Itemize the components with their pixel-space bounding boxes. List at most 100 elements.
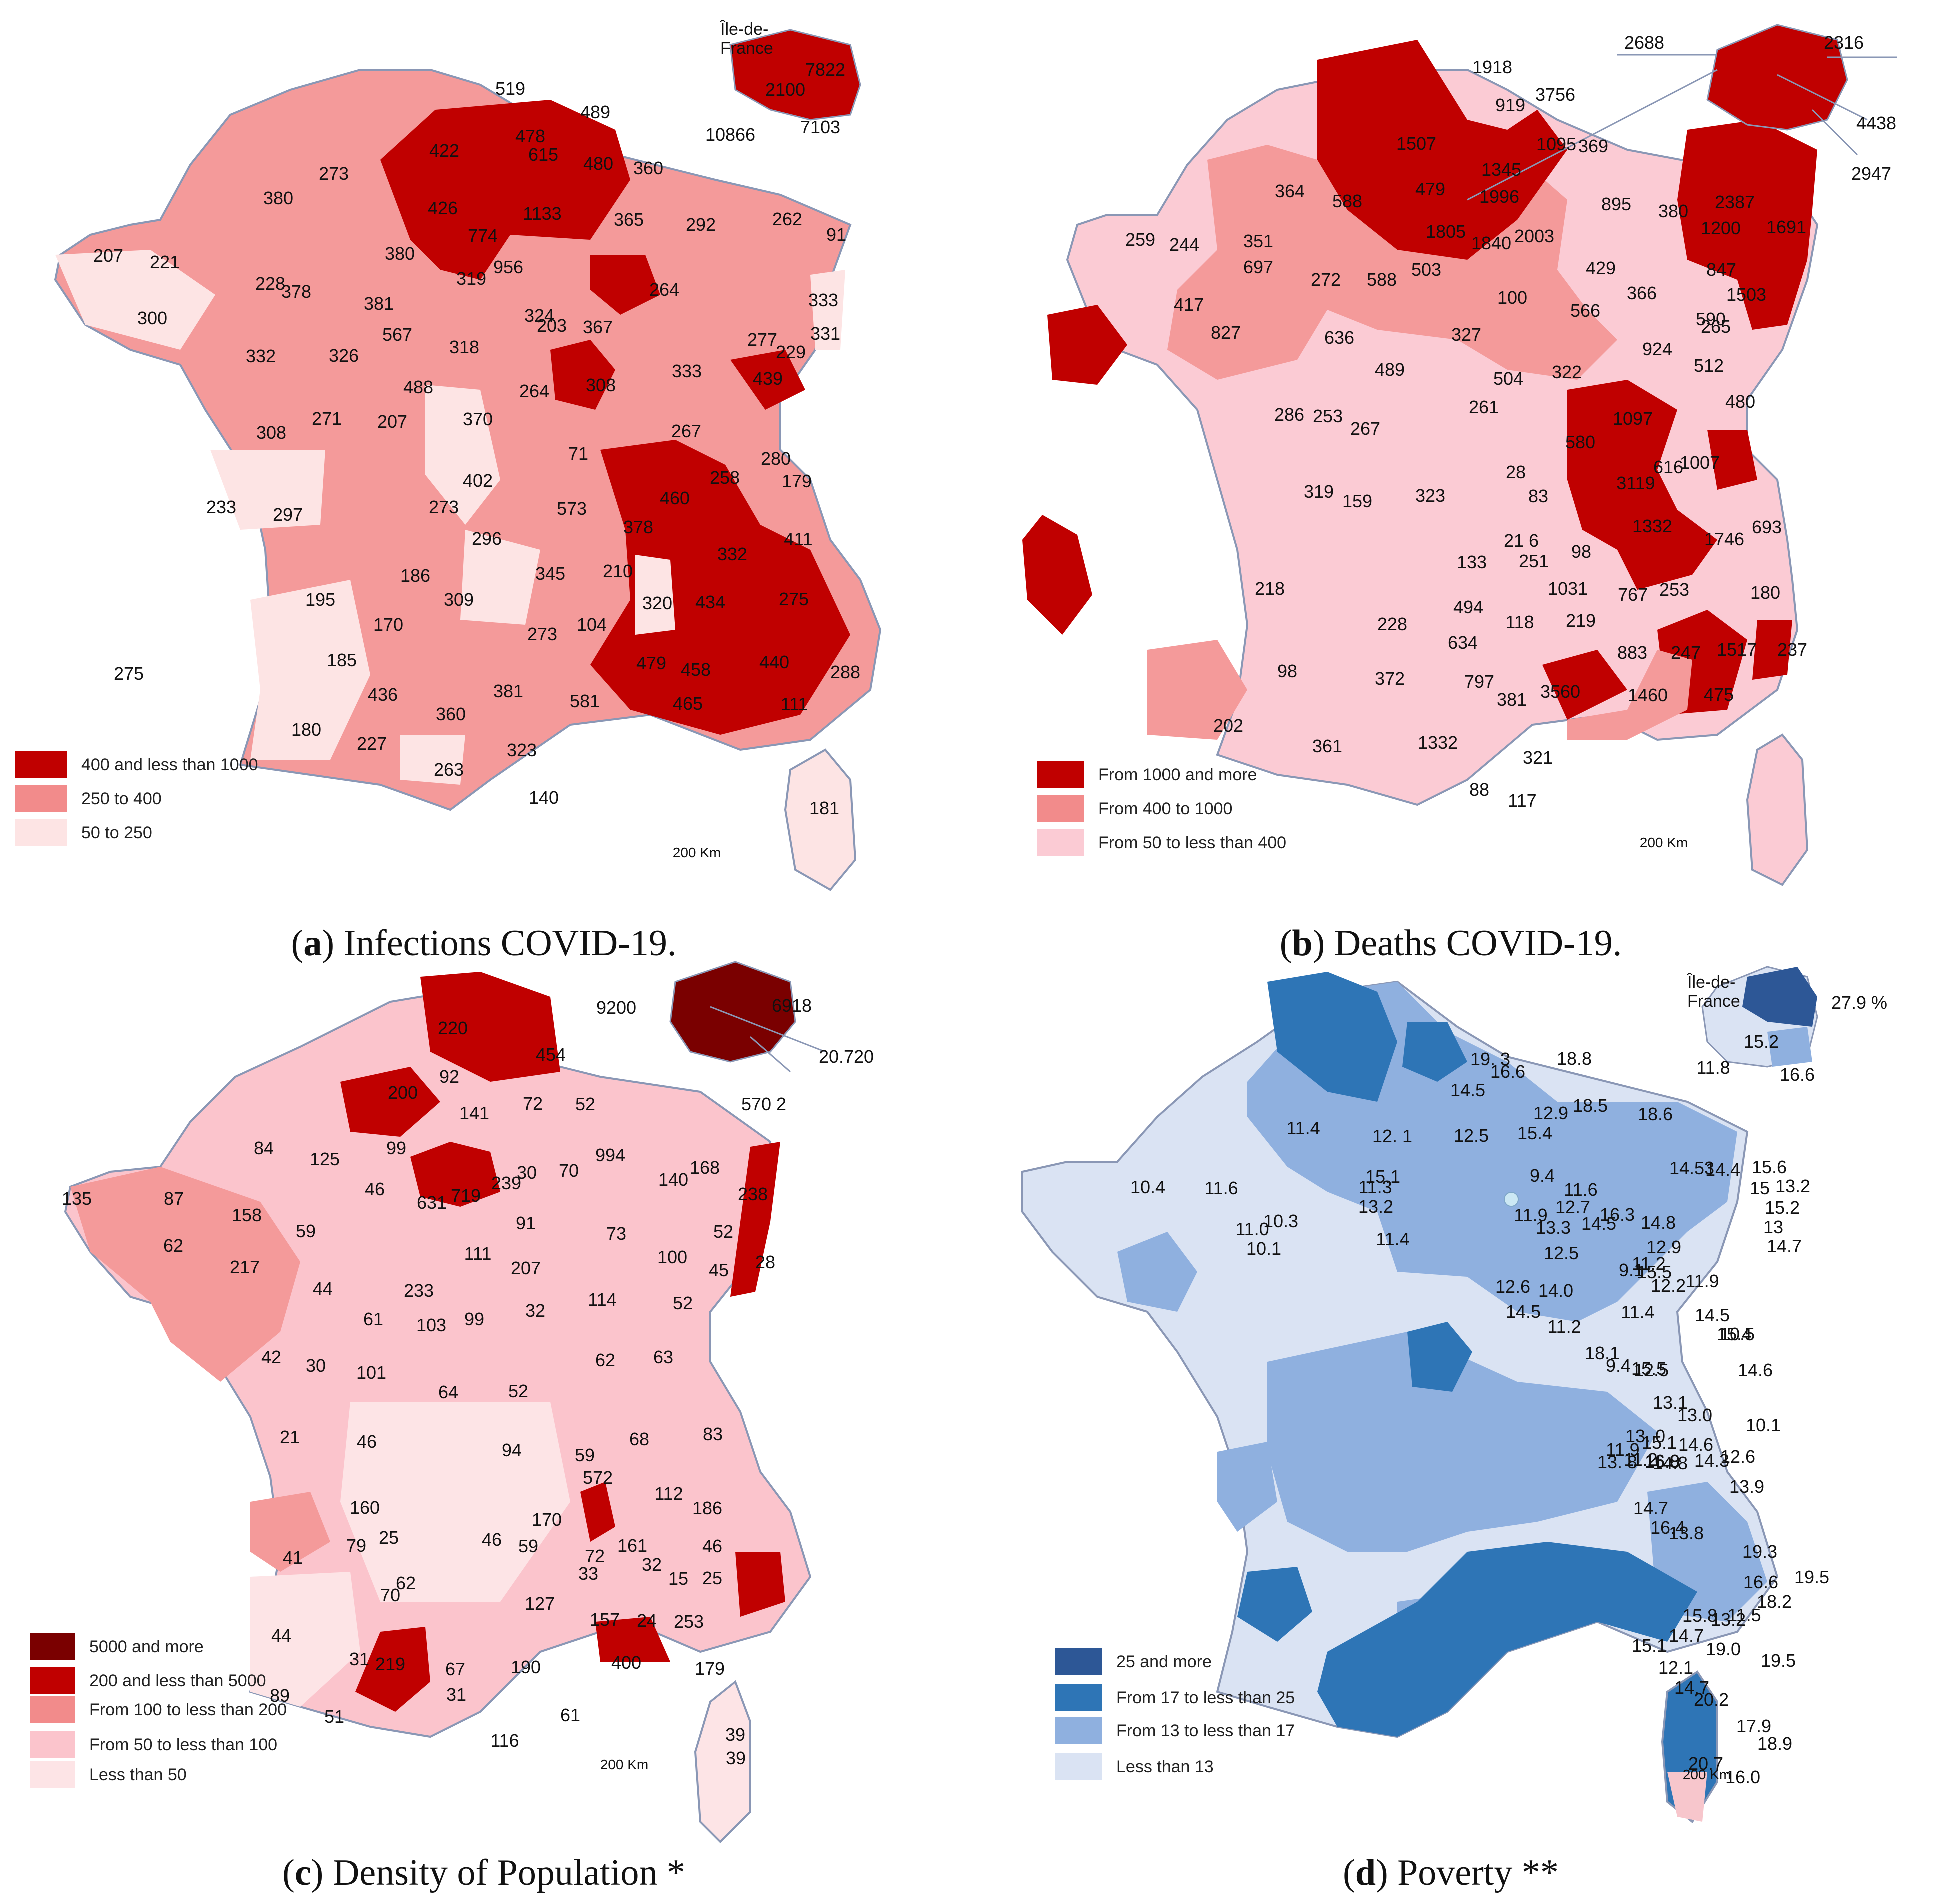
department-value: 15 [668,1568,689,1589]
department-value: 259 [1125,230,1156,250]
department-value: 181 [809,798,840,818]
department-value: 13 [1763,1217,1784,1238]
caption-c: (c) Density of Population * [282,1852,685,1894]
department-value: 42 [261,1347,282,1368]
department-value: 11.0 [1235,1219,1269,1240]
department-value: 179 [694,1658,725,1679]
department-value: 15.2 [1764,1198,1800,1218]
legend-label: From 50 to less than 400 [1098,833,1287,852]
department-value: 32 [641,1554,662,1575]
department-value: 83 [1528,486,1549,506]
dark-sw-b [1022,515,1092,635]
department-value: 580 [1565,432,1596,452]
department-value: 168 [689,1158,720,1178]
department-value: 14.5 [1505,1302,1541,1322]
department-value: 207 [377,412,408,432]
department-value: 185 [326,650,357,670]
inset-value: 16.6 [1779,1064,1815,1085]
department-value: 12.5 [1543,1243,1579,1264]
department-value: 14.6 [1737,1360,1773,1380]
department-value: 697 [1243,257,1274,278]
legend-item: 5000 and more [30,1632,204,1662]
department-value: 11.2 [1624,1450,1658,1470]
department-value: 615 [528,144,559,165]
department-value: 52 [575,1094,596,1114]
department-value: 46 [481,1530,502,1550]
department-value: 767 [1617,584,1648,605]
department-value: 360 [435,704,466,724]
department-value: 159 [1342,491,1373,512]
department-value: 52 [508,1381,529,1402]
department-value: 28 [755,1252,776,1272]
department-value: 370 [462,409,493,430]
department-value: 103 [416,1315,447,1336]
department-value: 100 [1497,288,1528,308]
department-value: 1133 [523,204,562,224]
department-value: 924 [1642,339,1673,360]
department-value: 24 [636,1610,657,1631]
department-value: 1805 [1425,222,1466,242]
idf-inset-b [1706,24,1848,131]
inset-value: 2947 [1851,164,1892,184]
dark-sw-d [1237,1567,1312,1642]
department-value: 12.1 [1658,1658,1694,1678]
department-value: 228 [255,274,286,294]
inset-value: 15.2 [1743,1032,1779,1052]
legend-c: 5000 and more 200 and less than 5000 Fro… [30,1632,330,1792]
scale-bar-d: 200 Km [1655,1767,1758,1791]
department-value: 429 [1585,258,1616,278]
department-value: 719 [450,1186,481,1206]
department-value: 9.4 [1605,1356,1631,1376]
department-value: 488 [403,377,434,398]
department-value: 83 [702,1424,723,1444]
department-value: 1691 [1766,217,1807,238]
department-value: 31 [446,1684,467,1705]
department-value: 72 [522,1094,543,1114]
department-value: 11.2 [1547,1316,1581,1337]
department-value: 79 [346,1536,367,1556]
department-value: 62 [395,1573,416,1594]
department-value: 11.4 [1621,1302,1655,1322]
department-value: 19.0 [1705,1639,1741,1660]
department-value: 44 [271,1626,292,1646]
department-value: 46 [356,1432,377,1452]
legend-a: 400 and less than 1000 250 to 400 50 to … [15,750,315,850]
department-value: 111 [780,694,808,714]
department-value: 135 [61,1188,92,1209]
department-value: 64 [438,1382,459,1402]
department-value: 84 [253,1138,274,1158]
department-value: 99 [464,1309,485,1330]
department-value: 14.7 [1674,1678,1710,1698]
department-value: 19.5 [1794,1567,1830,1588]
department-value: 288 [830,662,861,682]
department-value: 160 [349,1498,380,1518]
inset-value: 9200 [596,998,637,1018]
department-value: 1095 [1536,134,1577,154]
department-value: 237 [1777,640,1808,660]
dark-alps-b [1707,430,1757,490]
department-value: 62 [163,1236,184,1256]
department-value: 14.53 [1669,1158,1715,1178]
light-center-c [340,1402,570,1602]
legend-label: Less than 50 [89,1765,187,1784]
department-value: 366 [1626,283,1657,304]
department-value: 16.8 [1644,1452,1680,1472]
department-value: 318 [449,337,480,358]
department-value: 479 [1415,179,1446,200]
corsica-c [694,1680,751,1844]
mid-center-d [1267,1332,1657,1552]
department-value: 33 [578,1564,599,1584]
department-value: 46 [364,1179,385,1200]
idf-inset-a [729,29,861,121]
department-value: 91 [826,224,847,245]
department-value: 14.8 [1640,1212,1676,1233]
department-value: 3756 [1535,84,1576,105]
department-value: 202 [1213,716,1244,736]
department-value: 422 [429,140,460,161]
scale-label: 200 Km [1682,1767,1731,1782]
legend-item: From 100 to less than 200 [30,1695,287,1725]
department-value: 478 [515,126,546,146]
department-value: 494 [1453,597,1484,618]
department-value: 251 [1518,551,1549,572]
department-value: 25 [702,1568,723,1588]
